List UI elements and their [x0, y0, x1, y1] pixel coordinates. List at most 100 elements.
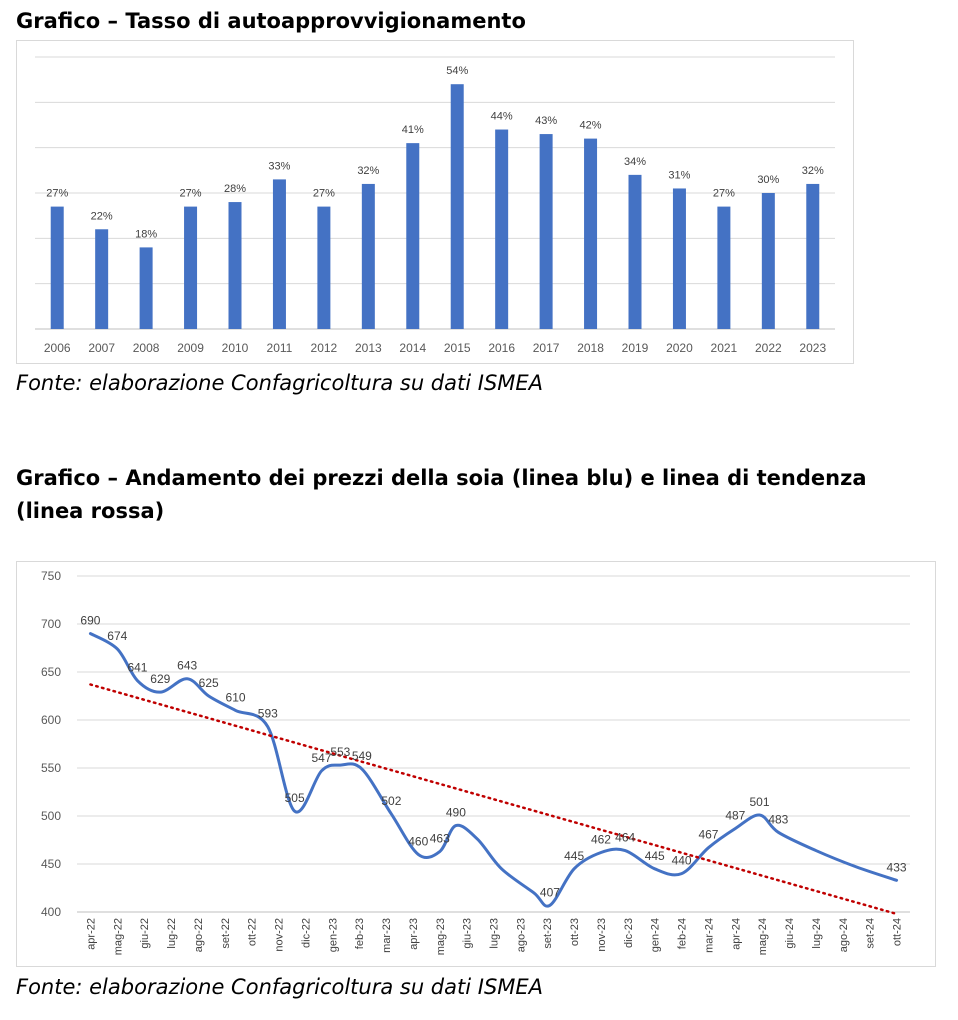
self-sufficiency-bar-chart: 27% 2006 22% 2007 18% 2008 27% 2009 28% 2010 33% 20…	[35, 56, 835, 355]
x-tick-label: lug-23	[489, 918, 501, 949]
point-data-label: 643	[177, 659, 197, 673]
point-data-label: 433	[887, 860, 907, 874]
x-tick-label: 2014	[399, 341, 426, 355]
bar	[628, 174, 642, 329]
point-data-label: 547	[312, 751, 332, 765]
bar-data-label: 33%	[268, 160, 290, 172]
x-tick-label: feb-24	[677, 918, 689, 949]
x-tick-label: set-22	[220, 918, 232, 949]
point-data-label: 502	[381, 794, 401, 808]
x-tick-label: 2017	[533, 341, 560, 355]
trend-line	[89, 683, 898, 916]
bar	[317, 206, 331, 329]
bar-data-label: 54%	[446, 65, 468, 77]
x-tick-label: 2007	[88, 341, 115, 355]
x-tick-label: giu-24	[784, 918, 796, 949]
point-data-label: 483	[768, 812, 788, 826]
chart2-source: Fonte: elaborazione Confagricoltura su d…	[16, 975, 544, 999]
x-tick-label: 2011	[267, 341, 293, 355]
bar	[272, 179, 286, 329]
x-tick-label: mar-23	[381, 918, 393, 953]
chart2-frame: 400 450 500 550 600 650 700 750 apr-22 mag-22 giu-…	[16, 561, 936, 967]
bar	[450, 84, 464, 329]
x-tick-label: 2022	[755, 341, 782, 355]
point-data-label: 445	[645, 849, 665, 863]
bar	[717, 206, 731, 329]
bar	[761, 193, 775, 329]
x-tick-label: 2021	[711, 341, 738, 355]
point-data-label: 674	[107, 629, 127, 643]
bar	[228, 202, 242, 329]
bar	[95, 229, 109, 329]
point-data-label: 460	[408, 834, 428, 848]
bar	[139, 247, 153, 329]
point-data-label: 505	[285, 791, 305, 805]
x-tick-label: gen-24	[650, 918, 662, 952]
point-data-label: 445	[564, 849, 584, 863]
x-tick-label: apr-24	[730, 918, 742, 950]
point-data-label: 690	[80, 614, 100, 628]
bar	[672, 188, 686, 329]
point-data-label: 610	[226, 690, 246, 704]
bar	[50, 206, 64, 329]
bar-data-label: 44%	[491, 111, 513, 123]
point-data-label: 625	[199, 676, 219, 690]
x-tick-label: 2008	[133, 341, 160, 355]
bar-data-label: 42%	[580, 120, 602, 132]
x-tick-label: ott-23	[569, 918, 581, 946]
bar	[539, 134, 553, 329]
point-data-label: 440	[672, 854, 692, 868]
x-tick-label: mag-23	[435, 918, 447, 955]
x-tick-label: dic-22	[300, 918, 312, 948]
chart1-heading: Grafico – Tasso di autoapprovvigionament…	[16, 9, 526, 33]
bar-data-label: 30%	[757, 174, 779, 186]
x-tick-label: 2012	[311, 341, 338, 355]
x-tick-label: 2010	[222, 341, 249, 355]
chart1-source: Fonte: elaborazione Confagricoltura su d…	[16, 371, 544, 395]
y-tick-label: 750	[41, 569, 61, 583]
x-tick-label: dic-23	[623, 918, 635, 948]
bar	[584, 138, 598, 329]
x-tick-label: feb-23	[354, 918, 366, 949]
chart1-frame: 27% 2006 22% 2007 18% 2008 27% 2009 28% 2010 33% 20…	[16, 40, 854, 364]
y-tick-label: 400	[41, 905, 61, 919]
x-tick-label: 2006	[44, 341, 71, 355]
x-tick-label: 2018	[577, 341, 604, 355]
bar	[806, 183, 820, 329]
point-data-label: 641	[127, 661, 147, 675]
point-data-label: 462	[591, 832, 611, 846]
x-tick-label: 2019	[622, 341, 649, 355]
bar-data-label: 28%	[224, 183, 246, 195]
y-tick-label: 700	[41, 617, 61, 631]
bar-data-label: 27%	[46, 188, 68, 200]
x-tick-label: giu-23	[462, 918, 474, 949]
bar-data-label: 32%	[802, 165, 824, 177]
bar-data-label: 18%	[135, 228, 157, 240]
bar-data-label: 32%	[357, 165, 379, 177]
chart2-heading-line1: Grafico – Andamento dei prezzi della soi…	[16, 466, 867, 490]
x-tick-label: mar-24	[703, 918, 715, 953]
bar-data-label: 41%	[402, 124, 424, 136]
y-tick-label: 600	[41, 713, 61, 727]
y-tick-label: 450	[41, 857, 61, 871]
bar	[184, 206, 198, 329]
x-tick-label: set-23	[542, 918, 554, 949]
chart2-heading-line2: (linea rossa)	[16, 499, 165, 523]
point-data-label: 407	[540, 885, 560, 899]
point-data-label: 593	[258, 707, 278, 721]
bar	[361, 183, 375, 329]
point-data-label: 464	[615, 831, 635, 845]
y-tick-label: 550	[41, 761, 61, 775]
point-data-label: 487	[725, 808, 745, 822]
x-tick-label: mag-24	[757, 918, 769, 955]
y-tick-label: 500	[41, 809, 61, 823]
point-data-label: 463	[430, 832, 450, 846]
x-tick-label: gen-23	[327, 918, 339, 952]
x-tick-label: apr-22	[85, 918, 97, 950]
x-tick-label: ago-22	[193, 918, 205, 952]
bar-data-label: 31%	[668, 169, 690, 181]
bar-data-label: 27%	[713, 188, 735, 200]
x-tick-label: 2015	[444, 341, 471, 355]
x-tick-label: 2023	[799, 341, 826, 355]
soy-price-line	[88, 632, 899, 908]
